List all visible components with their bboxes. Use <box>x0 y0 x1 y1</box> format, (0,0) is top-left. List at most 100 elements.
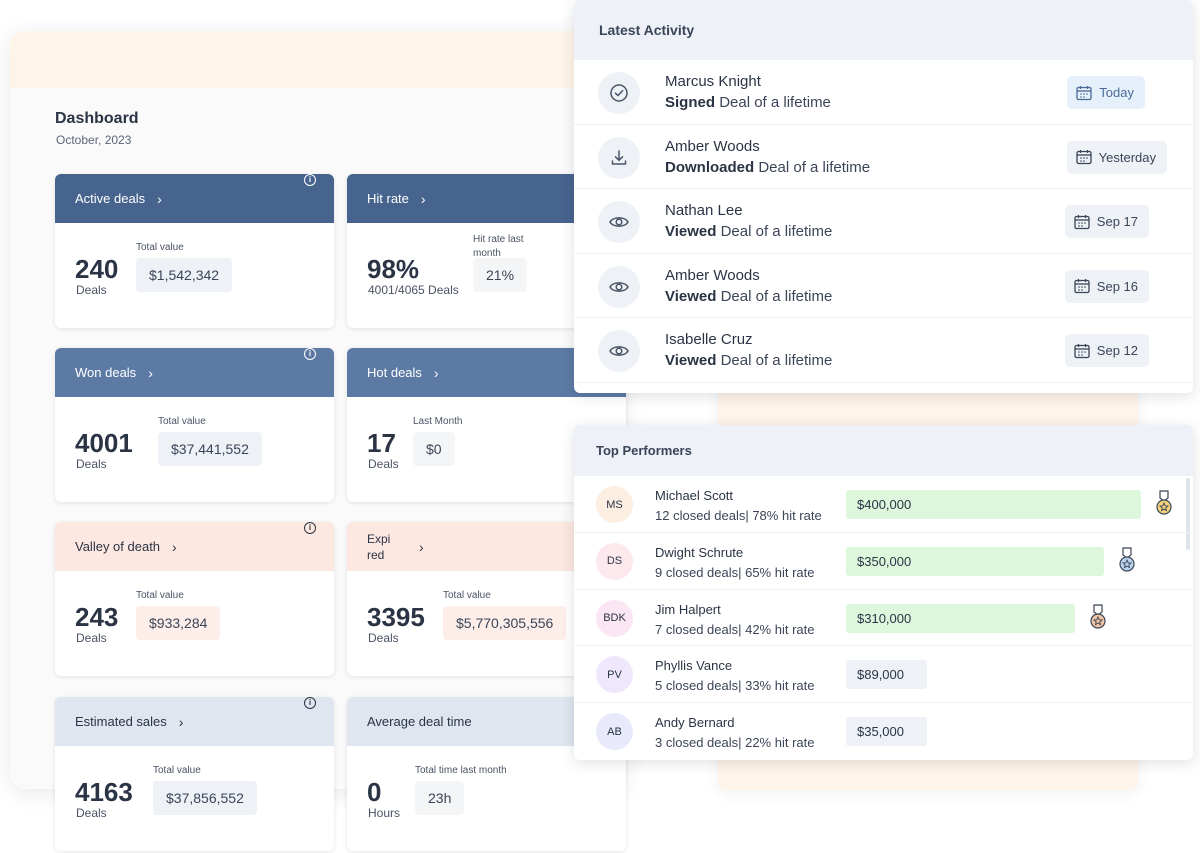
info-icon[interactable]: i <box>304 697 316 709</box>
metric-unit: Deals <box>76 457 107 471</box>
value-box: $933,284 <box>136 606 221 640</box>
metric-unit: 4001/4065 Deals <box>368 283 459 297</box>
activity-description: Viewed Deal of a lifetime <box>665 352 832 369</box>
metric-unit: Deals <box>76 806 107 820</box>
card-title: Average deal time <box>367 714 472 729</box>
card-title: Hot deals <box>367 365 422 380</box>
card-header[interactable]: Won deals › i <box>55 348 334 397</box>
activity-row[interactable]: Marcus Knight Signed Deal of a lifetime … <box>574 60 1193 125</box>
chevron-right-icon: › <box>172 538 177 555</box>
metric-unit: Deals <box>368 631 399 645</box>
metric-value: 240 <box>75 254 119 284</box>
performer-amount-bar: $35,000 <box>846 717 927 747</box>
top-performers-panel: Top Performers MS Michael Scott 12 close… <box>574 425 1193 760</box>
performer-amount-bar: $400,000 <box>846 490 1141 519</box>
value-box: $0 <box>413 432 455 466</box>
value-box: $5,770,305,556 <box>443 606 567 640</box>
avatar-initials: DS <box>606 555 623 568</box>
activity-date-badge: Today <box>1067 76 1145 109</box>
card-title: Active deals <box>75 191 146 206</box>
value-box: $37,856,552 <box>153 781 257 815</box>
activity-action: Viewed <box>665 352 717 370</box>
activity-date-badge: Sep 17 <box>1064 205 1149 239</box>
activity-object: Deal of a lifetime <box>720 352 833 370</box>
performer-amount: $310,000 <box>857 610 912 626</box>
avatar: MS <box>596 486 633 523</box>
performer-name: Michael Scott <box>655 488 734 503</box>
card-estimated-sales: Estimated sales › i 4163 Deals Total val… <box>55 697 334 851</box>
page-subtitle: October, 2023 <box>56 133 132 147</box>
metric-value: 17 <box>367 428 396 458</box>
activity-user: Marcus Knight <box>665 73 761 90</box>
calendar-icon <box>1074 343 1090 359</box>
performer-amount: $350,000 <box>857 553 912 569</box>
avatar-initials: PV <box>607 668 622 681</box>
activity-date-badge: Sep 12 <box>1064 334 1149 368</box>
performer-stats: 9 closed deals| 65% hit rate <box>655 564 815 580</box>
card-title: Valley of death <box>75 539 161 554</box>
download-icon <box>598 136 640 179</box>
card-header[interactable]: Active deals › i <box>55 174 334 223</box>
calendar-icon <box>1076 85 1092 100</box>
metric-unit: Deals <box>76 283 107 297</box>
eye-icon <box>598 330 640 373</box>
info-icon[interactable]: i <box>304 522 316 534</box>
activity-user: Amber Woods <box>665 137 760 155</box>
activity-description: Viewed Deal of a lifetime <box>665 288 832 305</box>
card-active-deals: Active deals › i 240 Deals Total value $… <box>55 174 334 328</box>
chevron-right-icon: › <box>157 190 162 207</box>
calendar-icon <box>1074 279 1090 294</box>
activity-date: Today <box>1099 85 1134 100</box>
chevron-right-icon: › <box>419 538 424 555</box>
metric-unit: Deals <box>368 457 399 471</box>
metric-value: 243 <box>75 602 119 632</box>
performer-stats: 5 closed deals| 33% hit rate <box>655 678 815 694</box>
chevron-right-icon: › <box>148 364 153 381</box>
info-icon[interactable]: i <box>304 174 316 186</box>
performer-row[interactable]: PV Phyllis Vance 5 closed deals| 33% hit… <box>574 646 1193 704</box>
performer-amount-bar: $350,000 <box>846 546 1104 576</box>
metric-value: 0 <box>367 777 382 807</box>
activity-action: Viewed <box>665 223 717 241</box>
activity-description: Signed Deal of a lifetime <box>665 94 831 111</box>
activity-date-badge: Yesterday <box>1066 140 1167 174</box>
value-label: Total value <box>158 416 206 427</box>
card-header[interactable]: Estimated sales › i <box>55 697 334 746</box>
avatar: BDK <box>596 599 633 637</box>
avatar-initials: MS <box>606 498 623 511</box>
performer-row[interactable]: BDK Jim Halpert 7 closed deals| 42% hit … <box>574 590 1193 647</box>
info-icon[interactable]: i <box>304 348 316 360</box>
performer-row[interactable]: AB Andy Bernard 3 closed deals| 22% hit … <box>574 703 1193 760</box>
activity-row[interactable]: Isabelle Cruz Viewed Deal of a lifetime … <box>574 318 1193 383</box>
value-label: Total value <box>136 242 184 253</box>
activity-date-badge: Sep 16 <box>1064 269 1149 303</box>
page-title: Dashboard <box>55 110 139 127</box>
performer-row[interactable]: MS Michael Scott 12 closed deals| 78% hi… <box>574 476 1193 533</box>
card-header[interactable]: Valley of death › i <box>55 522 334 571</box>
metric-unit: Hours <box>368 806 401 820</box>
value-label: Total value <box>136 590 184 601</box>
activity-row[interactable]: Amber Woods Viewed Deal of a lifetime Se… <box>574 254 1193 319</box>
performer-amount: $400,000 <box>857 497 912 512</box>
scrollbar[interactable] <box>1186 478 1190 550</box>
activity-row[interactable]: Nathan Lee Viewed Deal of a lifetime Sep… <box>574 189 1193 254</box>
eye-icon <box>598 265 640 308</box>
card-title: Won deals <box>75 365 137 380</box>
activity-description: Viewed Deal of a lifetime <box>665 223 832 240</box>
activity-date: Sep 12 <box>1096 343 1138 359</box>
activity-row[interactable]: Amber Woods Downloaded Deal of a lifetim… <box>574 125 1193 190</box>
eye-icon <box>598 201 640 244</box>
chevron-right-icon: › <box>420 190 426 207</box>
performer-amount-bar: $89,000 <box>846 660 927 690</box>
avatar: PV <box>596 656 633 694</box>
performer-row[interactable]: DS Dwight Schrute 9 closed deals| 65% hi… <box>574 533 1193 590</box>
latest-activity-panel: Latest Activity Marcus Knight Signed Dea… <box>574 0 1193 393</box>
gold-medal-icon <box>1156 490 1172 515</box>
activity-action: Viewed <box>665 287 717 305</box>
card-won-deals: Won deals › i 4001 Deals Total value $37… <box>55 348 334 502</box>
activity-title: Latest Activity <box>574 0 1193 60</box>
performers-title: Top Performers <box>574 425 1193 476</box>
bronze-medal-icon <box>1090 603 1106 629</box>
metric-value: 3395 <box>367 602 425 632</box>
metric-value: 4001 <box>75 428 133 458</box>
